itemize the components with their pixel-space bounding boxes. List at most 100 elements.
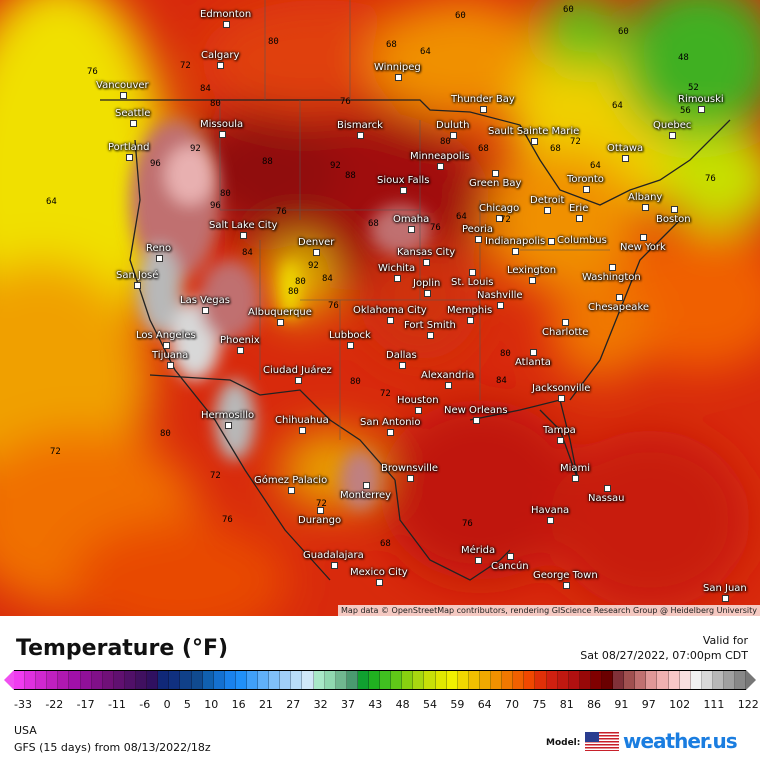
city-label: Miami: [560, 463, 591, 474]
city-label: Calgary: [201, 50, 240, 61]
color-swatch: [546, 671, 558, 689]
city-marker: [507, 553, 514, 560]
color-swatch: [291, 671, 303, 689]
region-label: USA: [14, 724, 37, 737]
contour-label: 64: [46, 197, 57, 207]
city-marker: [395, 74, 402, 81]
color-swatch: [513, 671, 525, 689]
city-label: Mérida: [461, 545, 496, 556]
scale-tick-label: 86: [587, 698, 602, 711]
scale-tick-label: 5: [183, 698, 191, 711]
color-swatch: [357, 671, 369, 689]
city-label: Quebec: [653, 120, 692, 131]
contour-label: 68: [368, 219, 379, 229]
contour-label: 72: [210, 471, 221, 481]
city-label: Nashville: [477, 290, 523, 301]
scale-tick-label: 43: [368, 698, 383, 711]
city-marker: [622, 155, 629, 162]
scale-tick-label: 70: [505, 698, 520, 711]
color-swatch: [47, 671, 59, 689]
city-marker: [572, 475, 579, 482]
city-label: Ottawa: [607, 143, 644, 154]
city-marker: [473, 417, 480, 424]
city-label: Edmonton: [200, 9, 252, 20]
city-marker: [219, 131, 226, 138]
city-marker: [399, 362, 406, 369]
scale-tick-label: 111: [703, 698, 725, 711]
city-marker: [217, 62, 224, 69]
city-label: George Town: [533, 570, 598, 581]
city-marker: [223, 21, 230, 28]
color-scale-bar: [14, 670, 747, 690]
scale-tick-label: -22: [45, 698, 64, 711]
weather-us-logo[interactable]: weather.us: [623, 729, 738, 753]
color-swatch: [124, 671, 137, 689]
city-marker: [558, 395, 565, 402]
contour-label: 68: [386, 40, 397, 50]
city-label: Oklahoma City: [353, 305, 427, 316]
city-marker: [237, 347, 244, 354]
city-label: Guadalajara: [303, 550, 364, 561]
us-flag-icon: [585, 732, 619, 751]
city-marker: [640, 234, 647, 241]
color-swatch: [701, 671, 713, 689]
city-label: Denver: [298, 237, 335, 248]
city-marker: [496, 215, 503, 222]
city-marker: [492, 170, 499, 177]
color-swatch: [346, 671, 358, 689]
model-run-label: GFS (15 days) from 08/13/2022/18z: [14, 741, 211, 754]
scale-tick-label: 59: [450, 698, 465, 711]
city-marker: [698, 106, 705, 113]
scale-tick-label: -33: [14, 698, 32, 711]
city-marker: [671, 206, 678, 213]
city-label: Tijuana: [152, 350, 189, 361]
city-label: Chicago: [479, 203, 520, 214]
city-label: Chesapeake: [588, 302, 650, 313]
color-swatch: [380, 671, 392, 689]
contour-label: 72: [570, 137, 581, 147]
city-marker: [407, 475, 414, 482]
color-swatch: [468, 671, 480, 689]
color-swatch: [712, 671, 724, 689]
contour-label: 76: [328, 301, 339, 311]
contour-label: 80: [268, 37, 279, 47]
city-marker: [167, 362, 174, 369]
scale-tick-label: -11: [107, 698, 126, 711]
city-label: Missoula: [200, 119, 244, 130]
contour-label: 76: [462, 519, 473, 529]
city-marker: [126, 154, 133, 161]
city-marker: [642, 204, 649, 211]
contour-label: 72: [180, 61, 191, 71]
color-swatch: [524, 671, 536, 689]
contour-label: 56: [680, 106, 691, 116]
city-label: Tampa: [543, 425, 576, 436]
city-label: Boston: [656, 214, 691, 225]
city-label: Washington: [582, 272, 641, 283]
temperature-map[interactable]: Edmonton Calgary Vancouver Seattle Portland M…: [0, 0, 760, 616]
city-label: New Orleans: [444, 405, 508, 416]
map-attribution[interactable]: Map data © OpenStreetMap contributors, r…: [338, 605, 760, 616]
valid-time: Valid for Sat 08/27/2022, 07:00pm CDT: [580, 633, 748, 663]
contour-label: 80: [440, 137, 451, 147]
city-marker: [130, 120, 137, 127]
city-label: San Antonio: [360, 417, 421, 428]
color-swatch: [502, 671, 514, 689]
city-marker: [120, 92, 127, 99]
city-marker: [557, 437, 564, 444]
valid-label: Valid for: [702, 634, 748, 647]
city-label: Thunder Bay: [451, 94, 515, 105]
city-label: Jacksonville: [532, 383, 591, 394]
city-label: Hermosillo: [201, 410, 255, 421]
city-label: Mexico City: [350, 567, 408, 578]
city-marker: [424, 290, 431, 297]
city-label: Sioux Falls: [377, 175, 430, 186]
contour-label: 64: [420, 47, 431, 57]
city-label: Toronto: [567, 174, 604, 185]
city-marker: [387, 429, 394, 436]
city-marker: [240, 232, 247, 239]
city-label: New York: [620, 242, 666, 253]
scale-tick-label: -17: [76, 698, 95, 711]
scale-tick-label: 16: [231, 698, 246, 711]
city-label: Omaha: [393, 214, 430, 225]
color-swatch: [136, 671, 148, 689]
